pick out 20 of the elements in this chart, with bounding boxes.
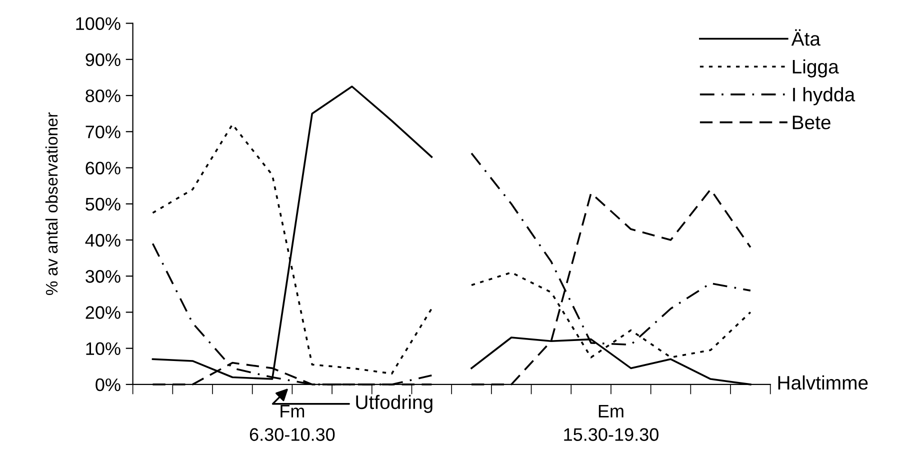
y-tick-label: 10%: [86, 342, 120, 356]
legend-label: Bete: [792, 116, 830, 130]
y-tick-label: 30%: [86, 270, 120, 283]
y-tick-label: 80%: [86, 89, 120, 102]
y-tick-label: 20%: [86, 306, 120, 319]
text: Utfodring: [356, 394, 432, 413]
y-tick-label: 70%: [86, 126, 120, 138]
y-tick-label: 60%: [86, 162, 120, 174]
legend-label: I hydda: [793, 87, 856, 106]
y-tick-label: 100%: [76, 17, 120, 30]
text: Fm 6.30-10.30: [250, 404, 335, 441]
y-tick-label: 40%: [85, 234, 120, 247]
y-tick-label: 90%: [86, 53, 120, 66]
x-axis-title: Halvtimme: [778, 375, 868, 390]
text: Em 15.30-19.30: [564, 404, 658, 441]
legend-label: Äta: [791, 29, 820, 46]
y-axis-title: % av antal observationer: [45, 112, 58, 295]
legend-label: Ligga: [792, 59, 839, 78]
y-tick-label: 0%: [96, 378, 120, 392]
y-tick-label: 50%: [86, 198, 120, 211]
